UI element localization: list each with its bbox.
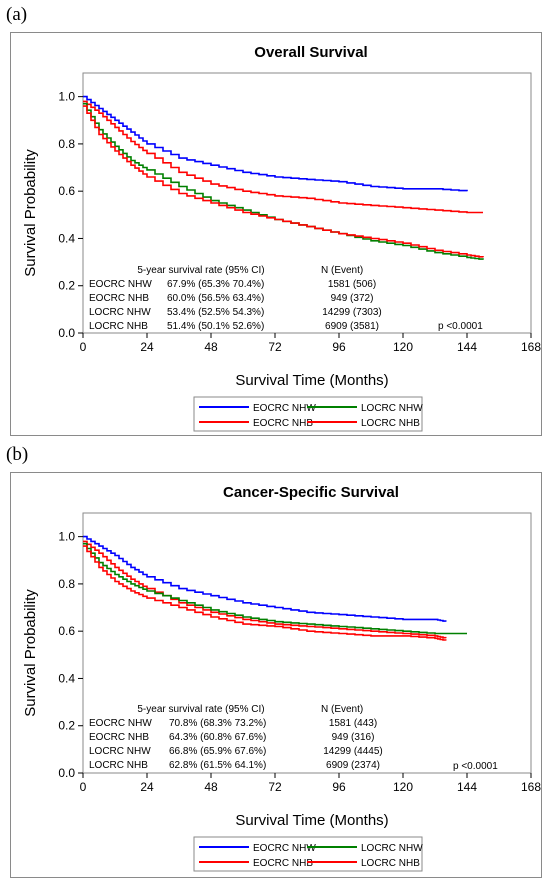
panel-b-letter: (b) <box>6 444 29 465</box>
legend-label: LOCRC NHW <box>361 843 423 854</box>
legend-label: LOCRC NHB <box>361 858 420 869</box>
stats-n: 1581 (443) <box>329 718 377 729</box>
stats-rate: 53.4% (52.5% 54.3%) <box>167 307 264 318</box>
stats-n: 14299 (4445) <box>323 746 383 757</box>
legend-label: EOCRC NHB <box>253 858 313 869</box>
legend-label: EOCRC NHW <box>253 403 316 414</box>
y-tick-label: 0.4 <box>58 671 75 685</box>
x-tick-label: 0 <box>80 780 87 794</box>
stats-group: LOCRC NHB <box>89 760 148 771</box>
y-tick-label: 0.4 <box>58 231 75 245</box>
x-tick-label: 24 <box>140 780 154 794</box>
stats-group: EOCRC NHB <box>89 732 149 743</box>
stats-n: 6909 (3581) <box>325 321 379 332</box>
p-value: p <0.0001 <box>438 321 483 332</box>
stats-rate: 66.8% (65.9% 67.6%) <box>169 746 266 757</box>
overall-survival-chart: Overall Survival Survival Probability Su… <box>22 44 541 432</box>
x-tick-label: 48 <box>204 340 218 354</box>
stats-group: LOCRC NHW <box>89 307 151 318</box>
y-tick-label: 1.0 <box>58 530 75 544</box>
x-tick-label: 96 <box>332 340 346 354</box>
x-tick-label: 0 <box>80 340 87 354</box>
x-axis-label: Survival Time (Months) <box>235 812 388 829</box>
x-tick-label: 120 <box>393 340 413 354</box>
chart-title: Cancer-Specific Survival <box>223 484 399 501</box>
x-tick-label: 144 <box>457 340 477 354</box>
legend-box <box>193 836 423 872</box>
axes: 0 24 48 72 96 120 144 168 0.0 0.2 0.4 0.6 0.8 1.0 <box>58 72 541 354</box>
x-tick-label: 72 <box>268 780 282 794</box>
legend-label: LOCRC NHW <box>361 403 423 414</box>
stats-n: 6909 (2374) <box>326 760 380 771</box>
legend-label: LOCRC NHB <box>361 418 420 429</box>
legend-label: EOCRC NHB <box>253 418 313 429</box>
stats-group: EOCRC NHW <box>89 279 152 290</box>
cancer-specific-survival-chart: Cancer-Specific Survival Survival Probab… <box>22 484 541 872</box>
stats-rate: 67.9% (65.3% 70.4%) <box>167 279 264 290</box>
plot-area <box>82 512 532 774</box>
x-tick-label: 168 <box>521 780 541 794</box>
legend-box <box>193 396 423 432</box>
x-tick-label: 96 <box>332 780 346 794</box>
panel-a-letter: (a) <box>6 4 28 25</box>
plot-area <box>82 72 532 334</box>
y-tick-label: 0.2 <box>58 279 75 293</box>
panel-a-frame: Overall Survival Survival Probability Su… <box>10 32 542 436</box>
x-axis-label: Survival Time (Months) <box>235 372 388 389</box>
y-tick-label: 0.2 <box>58 719 75 733</box>
legend: EOCRC NHW EOCRC NHB LOCRC NHW LOCRC NHB <box>193 396 423 432</box>
stats-table: 5-year survival rate (95% CI) N (Event) … <box>89 265 483 332</box>
x-tick-label: 120 <box>393 780 413 794</box>
legend-label: EOCRC NHW <box>253 843 316 854</box>
stats-rate: 64.3% (60.8% 67.6%) <box>169 732 266 743</box>
curve-locrc-nhw <box>83 542 467 635</box>
stats-n: 14299 (7303) <box>322 307 382 318</box>
stats-n: 1581 (506) <box>328 279 376 290</box>
x-tick-label: 24 <box>140 340 154 354</box>
y-tick-label: 0.6 <box>58 184 75 198</box>
stats-header-rate: 5-year survival rate (95% CI) <box>137 265 264 276</box>
stats-header-n: N (Event) <box>321 265 363 276</box>
stats-header-n: N (Event) <box>321 704 363 715</box>
y-tick-label: 0.8 <box>58 137 75 151</box>
y-axis-label: Survival Probability <box>22 589 39 717</box>
survival-curves <box>83 95 484 260</box>
stats-n: 949 (316) <box>332 732 375 743</box>
stats-group: LOCRC NHW <box>89 746 151 757</box>
curve-locrc-nhb <box>83 545 447 641</box>
chart-title: Overall Survival <box>254 44 367 61</box>
curve-eocrc-nhw <box>83 95 468 192</box>
survival-curves <box>83 535 467 641</box>
stats-table: 5-year survival rate (95% CI) N (Event) … <box>89 704 498 772</box>
stats-rate: 70.8% (68.3% 73.2%) <box>169 718 266 729</box>
stats-rate: 60.0% (56.5% 63.4%) <box>167 293 264 304</box>
y-axis-label: Survival Probability <box>22 149 39 277</box>
stats-rate: 62.8% (61.5% 64.1%) <box>169 760 266 771</box>
legend: EOCRC NHW EOCRC NHB LOCRC NHW LOCRC NHB <box>193 836 423 872</box>
curve-locrc-nhb <box>83 105 484 258</box>
curve-locrc-nhw <box>83 102 484 260</box>
y-tick-label: 1.0 <box>58 90 75 104</box>
curve-eocrc-nhb <box>83 100 483 214</box>
stats-header-rate: 5-year survival rate (95% CI) <box>137 704 264 715</box>
stats-group: EOCRC NHB <box>89 293 149 304</box>
y-tick-label: 0.0 <box>58 766 75 780</box>
y-tick-label: 0.6 <box>58 624 75 638</box>
x-tick-label: 144 <box>457 780 477 794</box>
curve-eocrc-nhw <box>83 535 447 622</box>
stats-group: LOCRC NHB <box>89 321 148 332</box>
y-tick-label: 0.0 <box>58 326 75 340</box>
axes: 0 24 48 72 96 120 144 168 0.0 0.2 0.4 0.6 0.8 1.0 <box>58 512 541 794</box>
x-tick-label: 48 <box>204 780 218 794</box>
stats-n: 949 (372) <box>331 293 374 304</box>
curve-eocrc-nhb <box>83 540 447 639</box>
x-tick-label: 72 <box>268 340 282 354</box>
stats-group: EOCRC NHW <box>89 718 152 729</box>
panel-b-frame: Cancer-Specific Survival Survival Probab… <box>10 472 542 878</box>
y-tick-label: 0.8 <box>58 577 75 591</box>
x-tick-label: 168 <box>521 340 541 354</box>
p-value: p <0.0001 <box>453 761 498 772</box>
stats-rate: 51.4% (50.1% 52.6%) <box>167 321 264 332</box>
